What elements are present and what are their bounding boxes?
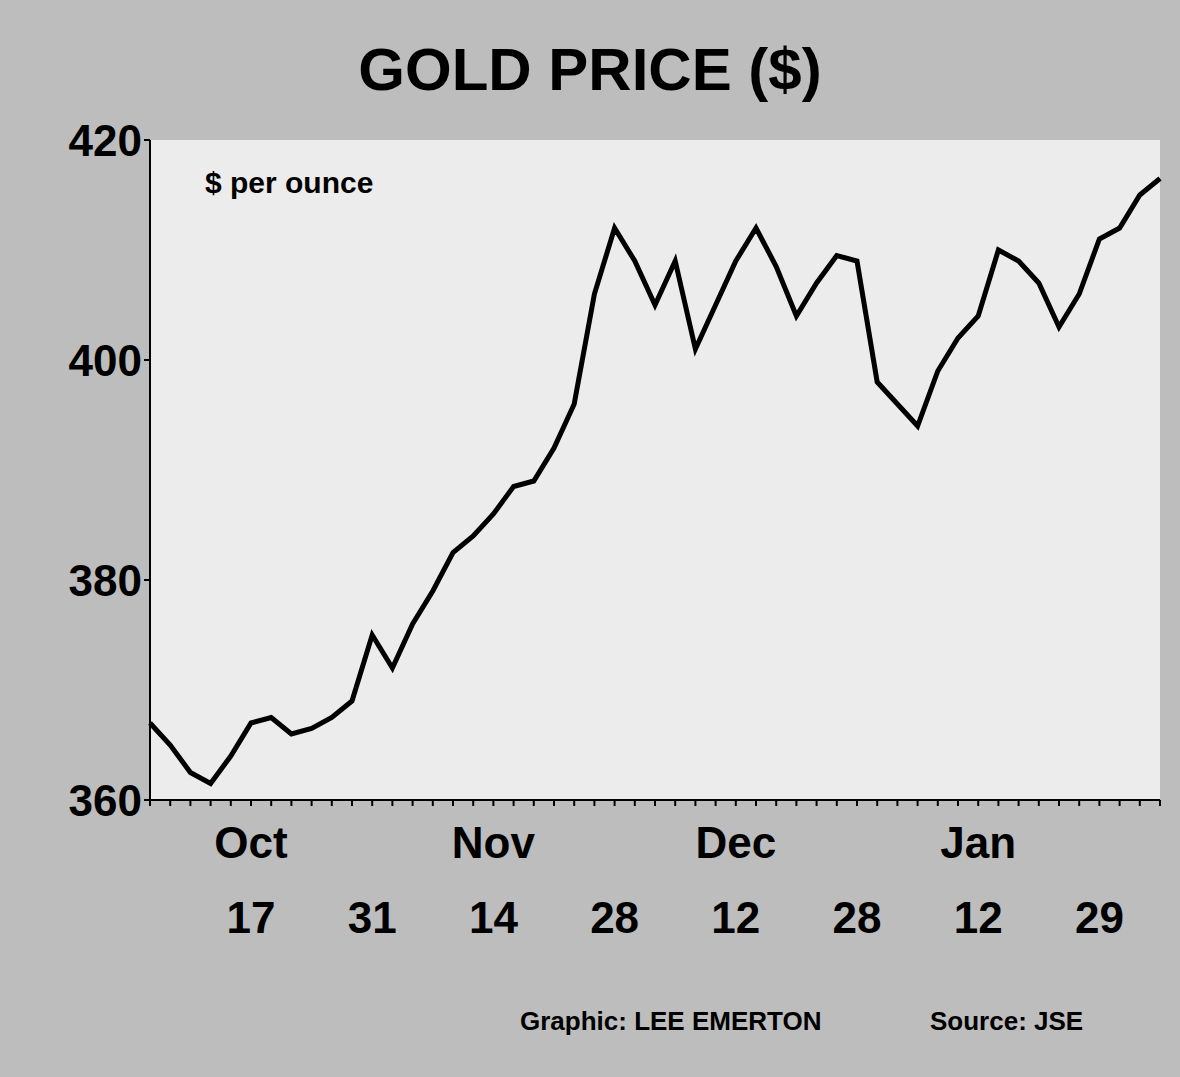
svg-text:380: 380 — [69, 556, 142, 605]
html-text:Source: JSE: Source: JSE — [930, 1006, 1084, 1036]
svg-text:Dec: Dec — [695, 818, 776, 867]
svg-text:400: 400 — [69, 336, 142, 385]
html-text:Graphic: LEE EMERTON: Graphic: LEE EMERTON — [520, 1006, 822, 1036]
svg-text:14: 14 — [469, 893, 518, 942]
svg-text:12: 12 — [954, 893, 1003, 942]
svg-text:Nov: Nov — [452, 818, 536, 867]
svg-text:Jan: Jan — [940, 818, 1016, 867]
svg-text:Oct: Oct — [214, 818, 288, 867]
svg-text:28: 28 — [590, 893, 639, 942]
svg-text:17: 17 — [227, 893, 276, 942]
html-text:GOLD PRICE ($): GOLD PRICE ($) — [358, 36, 822, 103]
svg-text:420: 420 — [69, 116, 142, 165]
html-text:$ per ounce: $ per ounce — [205, 166, 374, 199]
svg-text:360: 360 — [69, 776, 142, 825]
svg-text:29: 29 — [1075, 893, 1124, 942]
svg-text:28: 28 — [833, 893, 882, 942]
svg-text:12: 12 — [711, 893, 760, 942]
svg-text:31: 31 — [348, 893, 397, 942]
